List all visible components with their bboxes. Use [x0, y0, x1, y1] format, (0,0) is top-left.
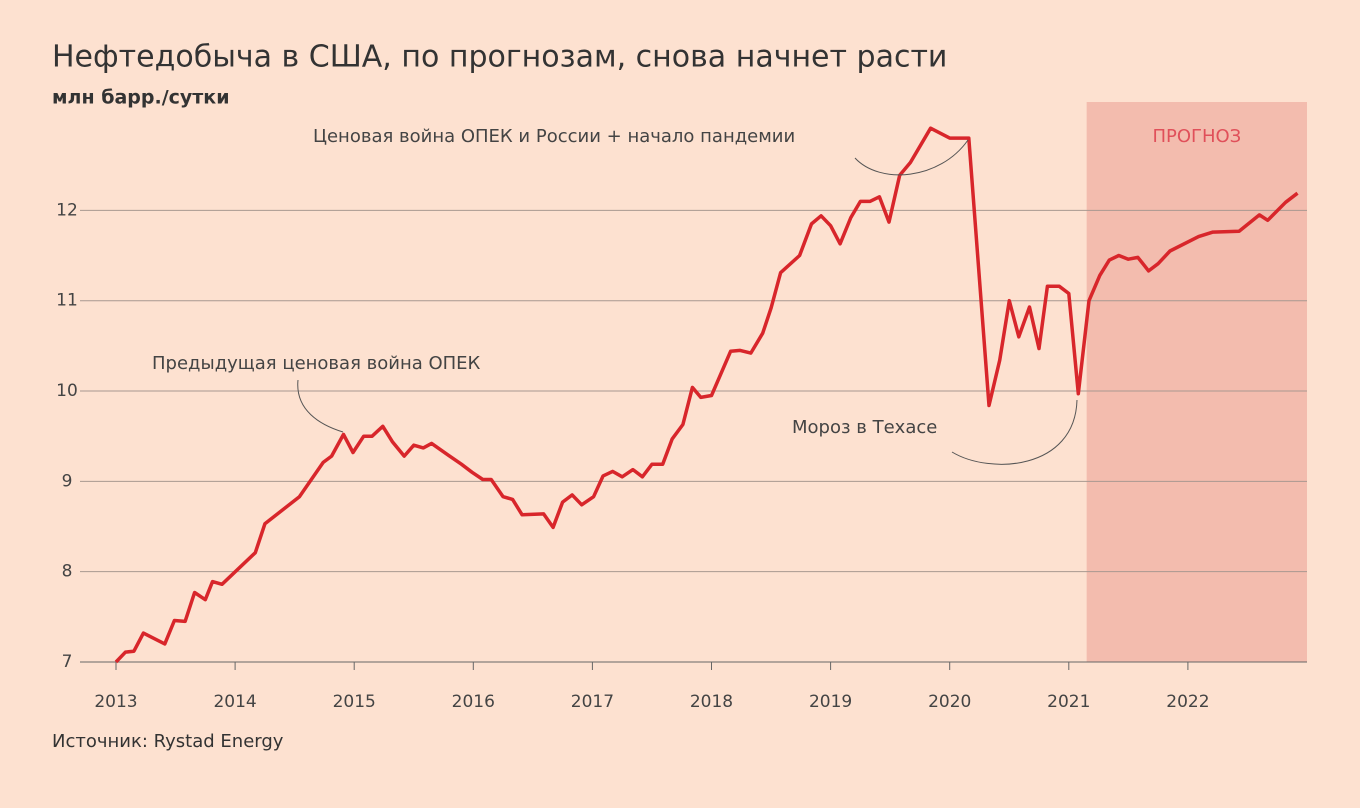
- x-tick-label: 2016: [452, 692, 495, 712]
- x-tick-label: 2021: [1047, 692, 1090, 712]
- y-tick-label: 8: [62, 562, 73, 582]
- forecast-band: [1086, 102, 1307, 662]
- x-tick-label: 2019: [809, 692, 852, 712]
- source: Источник: Rystad Energy: [52, 731, 284, 752]
- plot-area: ПРОГНОЗ 7 8 9 10 11 12 2013 2014 2015 2016 2017 2018…: [56, 102, 1307, 712]
- x-tick-label: 2020: [928, 692, 971, 712]
- x-tick-label: 2018: [690, 692, 733, 712]
- chart-title: Нефтедобыча в США, по прогнозам, снова н…: [52, 40, 947, 75]
- y-tick-label: 10: [56, 381, 78, 401]
- x-tick-label: 2022: [1166, 692, 1209, 712]
- y-tick-label: 12: [56, 200, 78, 220]
- annotation: Предыдущая ценовая война ОПЕК: [152, 353, 481, 374]
- x-tick-label: 2017: [571, 692, 614, 712]
- annotation: Мороз в Техасе: [792, 417, 937, 438]
- annotation-curve: [951, 399, 1078, 465]
- annotation: Ценовая война ОПЕК и России + начало пан…: [313, 126, 795, 147]
- y-tick-label: 9: [62, 471, 73, 491]
- line: [114, 126, 1299, 664]
- x-tick-label: 2013: [94, 692, 137, 712]
- annotation-curve: [854, 139, 969, 176]
- y-tick-label: 7: [62, 652, 73, 672]
- annotation-curve: [297, 379, 344, 433]
- chart-subtitle: млн барр./сутки: [52, 87, 230, 109]
- y-tick-label: 11: [56, 291, 78, 311]
- x-tick-label: 2015: [333, 692, 376, 712]
- x-tick-label: 2014: [213, 692, 256, 712]
- forecast-label: ПРОГНОЗ: [1152, 126, 1241, 147]
